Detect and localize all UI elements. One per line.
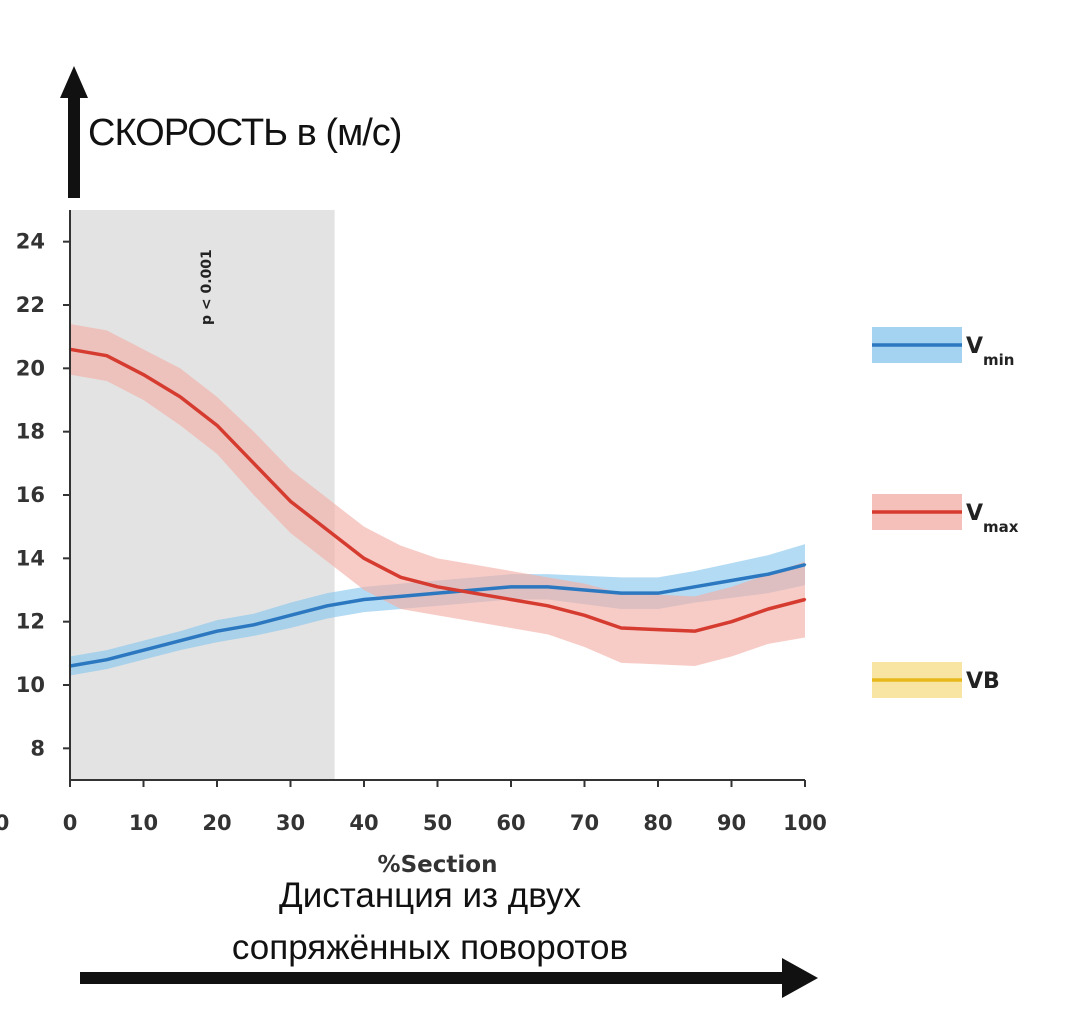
x-tick-label: 20 <box>202 811 231 835</box>
x-tick-label: 50 <box>423 811 452 835</box>
point-max <box>399 576 402 579</box>
point-max <box>656 628 660 631</box>
x-tick-label: 80 <box>643 811 672 835</box>
point-min <box>620 591 623 595</box>
point-min <box>693 585 696 589</box>
point-max <box>326 528 329 532</box>
x-tick-label: 10 <box>129 811 158 835</box>
point-min <box>326 604 329 608</box>
point-max <box>105 354 108 357</box>
point-max <box>252 462 255 465</box>
point-max <box>767 607 770 611</box>
legend: Vmin Vmax VB <box>872 327 1019 698</box>
y-tick-label: 24 <box>16 230 45 254</box>
point-min <box>546 585 549 589</box>
point-max <box>509 598 513 601</box>
x-axis-title-line-1: Дистанция из двух <box>278 876 582 915</box>
point-min <box>730 579 733 582</box>
legend-item-vb: VB <box>872 662 1000 698</box>
point-max <box>436 585 439 589</box>
y-tick-label: 10 <box>16 673 45 697</box>
point-max <box>583 614 586 617</box>
point-max <box>546 604 549 608</box>
point-min <box>142 648 145 652</box>
point-min <box>289 614 292 617</box>
point-max <box>803 598 807 601</box>
point-max <box>142 373 145 376</box>
y-arrow <box>60 66 88 198</box>
point-min <box>252 623 255 627</box>
x-tick-label: 60 <box>496 811 525 835</box>
x-axis-title: Дистанция из двух сопряжённых поворотов <box>180 870 680 974</box>
point-max <box>473 591 476 595</box>
point-max <box>289 500 292 503</box>
x-arrow <box>80 958 818 998</box>
point-min <box>473 588 476 592</box>
point-min <box>803 563 807 566</box>
point-min <box>509 585 513 589</box>
legend-label: VB <box>966 669 1000 694</box>
x-tick-label: 30 <box>276 811 305 835</box>
point-min <box>767 572 770 576</box>
point-max <box>179 395 182 399</box>
x-axis-title-line-2: сопряжённых поворотов <box>231 928 629 967</box>
y-axis-title: СКОРОСТЬ в (м/с) <box>88 112 402 154</box>
y-tick-label: 12 <box>16 610 45 634</box>
point-min <box>583 588 586 592</box>
point-min <box>362 598 366 601</box>
x-tick-label: 40 <box>349 811 378 835</box>
confidence-bands <box>70 324 805 676</box>
point-min <box>179 639 182 642</box>
point-max <box>362 557 366 560</box>
x-tick-label-extra: 0 <box>0 811 9 835</box>
x-tick-label: 70 <box>570 811 599 835</box>
point-min <box>215 629 219 633</box>
x-tick-label: 100 <box>783 811 827 835</box>
point-min <box>399 595 402 598</box>
point-min <box>656 591 660 595</box>
y-tick-label: 20 <box>16 356 45 380</box>
point-min <box>436 591 439 595</box>
legend-item-min: Vmin <box>872 327 1014 369</box>
legend-label: Vmin <box>966 334 1014 369</box>
band-max <box>70 324 805 666</box>
x-ticks: 0 10 20 30 40 50 60 70 80 90 100 <box>63 780 827 835</box>
point-max <box>730 620 733 623</box>
x-tick-label: 0 <box>63 811 78 835</box>
legend-item-max: Vmax <box>872 494 1019 536</box>
point-max <box>215 424 219 427</box>
point-max <box>693 629 696 633</box>
y-tick-label: 14 <box>16 546 45 570</box>
series-lines <box>68 347 807 668</box>
y-ticks: 8 10 12 14 16 18 20 22 24 <box>16 230 70 760</box>
point-max <box>620 626 623 630</box>
y-tick-label: 16 <box>16 483 45 507</box>
y-tick-label: 22 <box>16 293 45 317</box>
point-min <box>105 658 108 661</box>
y-tick-label: 8 <box>30 736 45 760</box>
legend-label: Vmax <box>966 501 1019 536</box>
y-tick-label: 18 <box>16 420 45 444</box>
x-tick-label: 90 <box>717 811 746 835</box>
x-axis-label: %Section <box>378 852 498 878</box>
p-value-annotation: p < 0.001 <box>199 249 215 325</box>
